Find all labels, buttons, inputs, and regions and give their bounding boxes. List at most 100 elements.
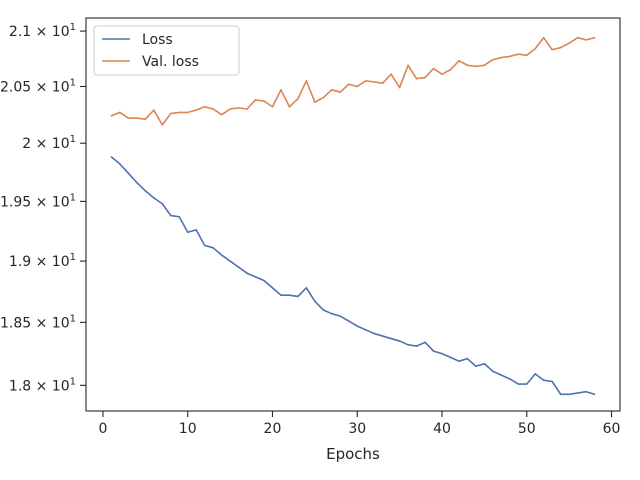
data-point-0-30 (364, 329, 367, 331)
data-point-1-34 (398, 86, 401, 89)
data-point-1-36 (415, 77, 418, 80)
data-point-1-49 (525, 54, 528, 57)
data-point-1-33 (390, 73, 392, 75)
x-tick-label-3: 30 (348, 421, 366, 437)
data-point-0-56 (585, 390, 587, 393)
x-axis-title: Epochs (326, 445, 380, 463)
data-point-1-43 (475, 65, 477, 68)
y-tick-label-1: 1.85 × 101 (0, 313, 76, 331)
data-point-1-23 (305, 80, 308, 82)
data-point-1-5 (153, 109, 155, 111)
data-point-1-20 (280, 89, 282, 91)
data-point-1-48 (517, 53, 520, 55)
data-point-0-26 (331, 312, 333, 315)
data-point-1-10 (195, 109, 197, 111)
data-point-1-2 (127, 117, 130, 119)
data-point-1-42 (466, 64, 469, 67)
data-point-1-18 (263, 100, 265, 102)
data-point-1-37 (424, 76, 426, 79)
x-axis: 0 10 20 30 40 50 60 (98, 411, 620, 437)
data-point-0-54 (568, 393, 570, 396)
data-point-1-14 (229, 108, 231, 110)
data-point-1-26 (331, 89, 333, 91)
data-point-1-13 (220, 113, 223, 116)
data-point-1-46 (500, 56, 503, 59)
data-point-0-31 (373, 332, 375, 335)
data-point-0-42 (466, 357, 469, 360)
x-tick-label-5: 50 (518, 421, 536, 437)
legend-box (93, 25, 240, 76)
data-point-1-3 (136, 117, 138, 119)
data-point-0-0 (110, 156, 113, 158)
data-point-0-13 (220, 254, 223, 256)
data-point-0-14 (229, 260, 231, 262)
data-point-1-24 (314, 101, 316, 104)
data-point-1-31 (373, 81, 375, 83)
data-point-1-25 (322, 96, 325, 99)
data-point-1-1 (119, 111, 121, 114)
data-point-1-15 (237, 107, 240, 109)
data-point-0-46 (500, 374, 503, 376)
data-point-0-38 (432, 350, 435, 352)
data-point-1-28 (347, 83, 350, 86)
data-point-0-8 (178, 215, 181, 218)
data-point-1-44 (483, 64, 486, 67)
data-point-1-27 (339, 91, 342, 93)
data-point-0-45 (492, 370, 494, 373)
data-point-0-37 (424, 341, 426, 344)
series-lines (110, 36, 596, 396)
legend: Loss Val. loss (93, 25, 240, 76)
data-point-0-28 (347, 320, 350, 322)
legend-label-loss: Loss (142, 32, 173, 48)
data-point-1-53 (559, 46, 562, 49)
data-point-0-32 (381, 335, 384, 337)
data-point-0-53 (559, 393, 562, 396)
x-tick-label-2: 20 (264, 421, 282, 437)
y-tick-label-4: 2 × 101 (22, 134, 76, 152)
data-point-0-36 (415, 345, 418, 347)
data-point-0-12 (212, 247, 214, 249)
data-point-1-19 (271, 105, 274, 108)
y-tick-label-3: 1.95 × 101 (0, 192, 76, 210)
data-point-1-32 (381, 82, 384, 84)
data-point-1-0 (110, 115, 113, 117)
data-point-0-29 (356, 325, 359, 327)
data-point-0-52 (551, 380, 553, 383)
data-point-0-44 (483, 362, 486, 365)
y-tick-label-2: 1.9 × 101 (9, 252, 76, 270)
data-point-1-54 (568, 42, 570, 44)
data-point-1-57 (593, 36, 596, 39)
data-point-1-30 (364, 80, 367, 82)
data-point-1-9 (186, 111, 189, 114)
data-point-0-47 (509, 378, 511, 380)
x-tick-label-4: 40 (433, 421, 451, 437)
data-point-0-2 (127, 172, 130, 175)
data-point-1-17 (254, 99, 257, 101)
series-line-1 (111, 36, 595, 126)
data-point-1-8 (178, 111, 181, 114)
data-point-0-40 (449, 356, 452, 359)
y-axis: 1.8 × 101 1.85 × 101 1.9 × 101 1.95 × 101 2 … (0, 22, 86, 394)
data-point-1-35 (407, 64, 409, 67)
data-point-1-4 (144, 118, 147, 121)
series-line-0 (110, 156, 595, 396)
y-tick-label-5: 2.05 × 101 (0, 77, 76, 95)
data-point-1-38 (432, 67, 435, 70)
data-point-1-6 (161, 124, 164, 126)
data-point-1-55 (576, 36, 579, 39)
data-point-0-20 (280, 294, 282, 297)
plot-frame (85, 17, 621, 412)
data-point-1-29 (356, 85, 359, 88)
y-tick-label-0: 1.8 × 101 (9, 376, 76, 394)
x-tick-label-6: 60 (603, 421, 621, 437)
data-point-0-39 (441, 352, 443, 355)
data-point-0-51 (542, 379, 545, 382)
data-point-0-57 (593, 393, 596, 396)
data-point-1-39 (441, 73, 443, 75)
data-point-0-23 (305, 287, 308, 289)
data-point-0-5 (153, 197, 155, 199)
data-point-0-6 (161, 202, 164, 205)
data-point-0-4 (144, 190, 147, 192)
data-point-0-27 (339, 315, 342, 317)
